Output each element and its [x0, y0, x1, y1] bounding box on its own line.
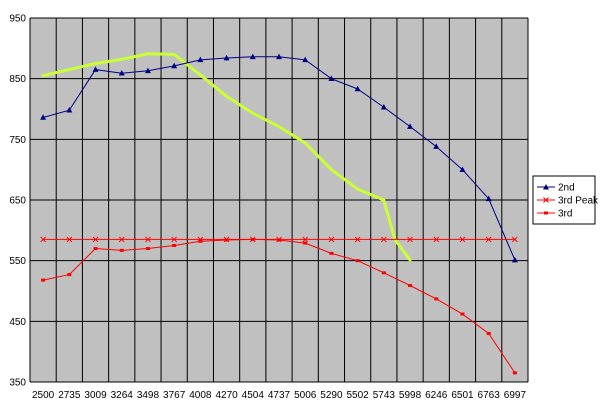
- data-point-3rd: [460, 312, 465, 316]
- x-tick-label: 3767: [163, 390, 186, 401]
- series-layer: [40, 52, 518, 375]
- x-tick-label: 4270: [215, 390, 238, 401]
- data-point-3rd-peak: [407, 236, 413, 243]
- x-tick-label: 6246: [425, 390, 448, 401]
- data-point-3rd-peak: [512, 236, 518, 243]
- legend-label-2nd: 2nd: [558, 183, 575, 194]
- data-point-2nd: [433, 143, 440, 149]
- data-point-3rd: [145, 247, 150, 251]
- x-tick-label: 5006: [294, 390, 317, 401]
- data-point-3rd: [67, 273, 72, 277]
- data-point-3rd: [119, 248, 124, 252]
- data-point-3rd: [41, 278, 46, 282]
- x-tick-label: 6501: [451, 390, 474, 401]
- data-point-2nd: [92, 66, 99, 72]
- data-point-2nd: [302, 56, 309, 63]
- data-point-2nd: [328, 75, 335, 81]
- legend-entry-3rd-peak: 3rd Peak: [537, 196, 599, 207]
- y-tick-label: 650: [9, 196, 26, 207]
- data-point-3rd: [408, 284, 413, 288]
- data-point-2nd: [511, 256, 518, 263]
- data-point-3rd: [381, 271, 386, 275]
- x-axis-tick-labels: 2500 2735 3009 3264 3498 3767 4008 4270 4504 4737…: [32, 390, 526, 401]
- data-point-3rd: [224, 238, 229, 242]
- data-point-2nd: [223, 54, 230, 61]
- x-tick-label: 6763: [478, 390, 501, 401]
- y-tick-label: 950: [9, 14, 26, 25]
- y-tick-label: 850: [9, 74, 26, 85]
- legend-label-3rd: 3rd: [558, 209, 572, 220]
- data-point-2nd: [249, 53, 256, 60]
- legend-entry-3rd: 3rd: [537, 209, 572, 220]
- data-point-2nd: [118, 70, 125, 76]
- x-tick-label: 4008: [189, 390, 212, 401]
- legend-marker-x-icon: [543, 197, 549, 203]
- data-point-2nd: [485, 195, 492, 202]
- data-point-2nd: [144, 67, 151, 74]
- x-tick-label: 3498: [137, 390, 160, 401]
- series-2nd: [40, 53, 518, 263]
- x-tick-label: 2735: [58, 390, 81, 401]
- y-tick-label: 750: [9, 135, 26, 146]
- data-point-3rd-peak: [171, 236, 178, 243]
- legend-marker-dash-icon: [544, 211, 548, 215]
- data-point-3rd-peak: [92, 236, 99, 243]
- data-point-3rd: [277, 238, 281, 242]
- highlight-curve: [41, 52, 412, 262]
- x-tick-label: 4737: [268, 390, 291, 401]
- data-point-3rd-peak: [380, 236, 387, 243]
- data-point-3rd-peak: [66, 236, 73, 243]
- data-point-3rd: [93, 247, 98, 251]
- series-3rd: [41, 237, 517, 375]
- data-point-3rd: [303, 241, 308, 245]
- y-axis-tick-labels: 350 450 550 650 750 850 950: [9, 14, 26, 389]
- y-tick-label: 350: [9, 378, 26, 389]
- data-point-3rd: [486, 331, 491, 335]
- data-point-2nd: [407, 123, 414, 129]
- data-point-3rd-peak: [118, 236, 125, 243]
- grid-lines: [29, 17, 529, 383]
- x-tick-label: 5502: [347, 390, 370, 401]
- x-tick-label: 5743: [373, 390, 396, 401]
- data-point-2nd: [380, 103, 387, 110]
- data-point-2nd: [276, 53, 282, 60]
- data-point-3rd: [512, 371, 517, 375]
- data-point-3rd-peak: [354, 236, 361, 243]
- data-point-3rd: [172, 244, 177, 247]
- data-point-3rd-peak: [485, 236, 492, 243]
- legend-entry-2nd: 2nd: [537, 183, 575, 194]
- data-point-3rd-peak: [459, 236, 466, 243]
- data-point-2nd: [197, 56, 204, 63]
- y-tick-label: 550: [9, 256, 26, 267]
- data-point-3rd-peak: [302, 236, 309, 243]
- data-point-2nd: [40, 114, 47, 120]
- x-tick-label: 3009: [84, 390, 107, 401]
- x-tick-label: 3264: [111, 390, 134, 401]
- legend-marker-triangle-icon: [543, 184, 549, 190]
- data-point-3rd: [250, 237, 255, 241]
- x-tick-label: 5998: [399, 390, 422, 401]
- data-point-2nd: [66, 107, 73, 113]
- data-point-2nd: [459, 166, 466, 172]
- x-tick-label: 2500: [32, 390, 55, 401]
- data-point-2nd: [354, 85, 361, 92]
- data-point-3rd: [355, 259, 360, 263]
- legend: 2nd 3rd Peak 3rd: [532, 175, 599, 225]
- data-point-3rd: [198, 239, 203, 243]
- data-point-3rd-peak: [433, 236, 440, 243]
- x-tick-label: 4504: [242, 390, 265, 401]
- legend-label-3rd-peak: 3rd Peak: [558, 196, 599, 207]
- x-tick-label: 5290: [320, 390, 343, 401]
- y-tick-label: 450: [9, 317, 26, 328]
- data-point-3rd: [329, 251, 334, 255]
- data-point-3rd-peak: [145, 236, 151, 243]
- x-tick-label: 6997: [504, 390, 527, 401]
- data-point-3rd-peak: [328, 236, 335, 243]
- data-point-2nd: [171, 62, 178, 69]
- data-point-3rd: [434, 297, 439, 301]
- data-point-3rd-peak: [40, 236, 46, 243]
